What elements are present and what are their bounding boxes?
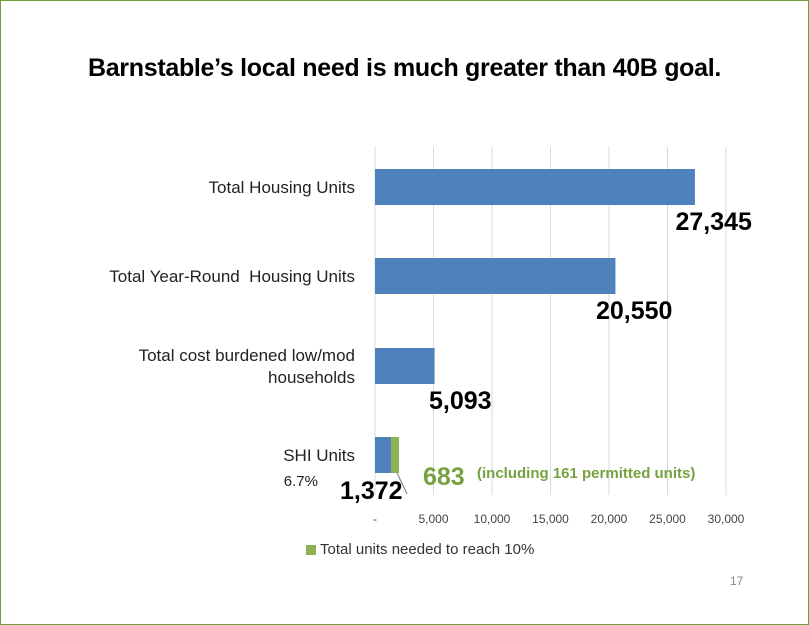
slide-title: Barnstable’s local need is much greater … [87,54,722,82]
bar-stacked-3 [391,437,400,473]
x-tick-label-0: - [373,512,377,526]
category-label-3-0: SHI Units [283,446,355,465]
x-tick-label-2: 10,000 [474,512,511,526]
shi-percent-label: 6.7% [284,473,318,490]
stacked-note: (including 161 permitted units) [477,465,695,482]
x-tick-label-5: 25,000 [649,512,686,526]
category-label-0-0: Total Housing Units [209,178,355,197]
page-number: 17 [730,574,744,588]
bar-2 [375,348,435,384]
stacked-data-label: 683 [423,463,465,491]
x-tick-label-6: 30,000 [708,512,745,526]
data-label-1: 20,550 [596,297,672,325]
legend-label: Total units needed to reach 10% [320,541,535,558]
x-tick-label-4: 20,000 [591,512,628,526]
bar-0 [375,169,695,205]
category-label-2-1: households [268,368,355,387]
x-tick-label-3: 15,000 [532,512,569,526]
category-label-2-0: Total cost burdened low/mod [139,346,355,365]
chart-legend: Total units needed to reach 10% [306,541,534,558]
legend-swatch-green [306,544,316,555]
category-label-1-0: Total Year-Round Housing Units [109,267,355,286]
data-label-3: 1,372 [340,477,403,505]
x-tick-label-1: 5,000 [418,512,448,526]
data-label-2: 5,093 [429,387,492,415]
data-label-0: 27,345 [675,208,752,236]
leader-line [396,472,408,495]
bar-1 [375,258,616,294]
bar-3 [375,437,392,473]
